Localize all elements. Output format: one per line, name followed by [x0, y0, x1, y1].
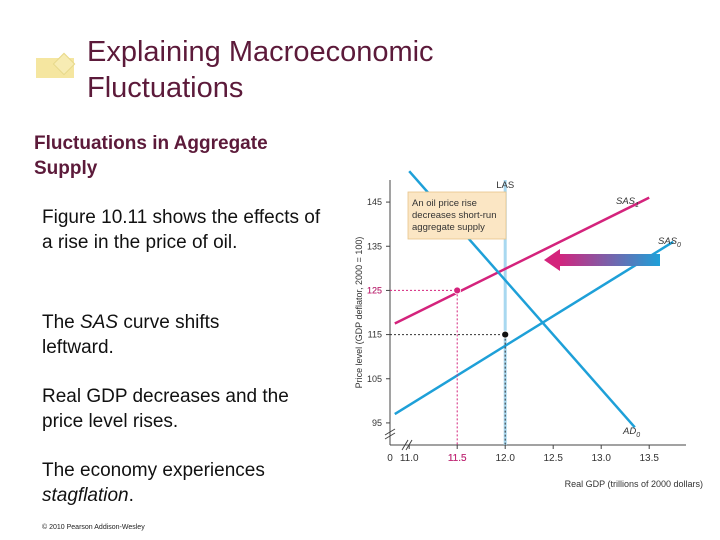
shift-arrow-shaft	[558, 254, 660, 266]
x-tick-label: 12.0	[495, 453, 515, 464]
paragraph-oil-price: Figure 10.11 shows the effects of a rise…	[42, 207, 321, 253]
slide-subtitle: Fluctuations in Aggregate Supply	[34, 131, 268, 181]
paragraph-sas-shift: The SAS curve shifts leftward.	[42, 310, 282, 360]
slide-title: Explaining Macroeconomic Fluctuations	[87, 34, 434, 106]
p4-pre: The economy experiences	[42, 460, 265, 481]
title-line-1: Explaining Macroeconomic	[87, 36, 434, 68]
x-axis-break-1	[401, 439, 409, 451]
p2-pre: The	[42, 312, 81, 333]
curve-sas0	[394, 240, 674, 416]
x-tick-label: 12.5	[543, 453, 563, 464]
p4-em: stagflation	[42, 485, 129, 506]
paragraph-stagflation: The economy experiences stagflation.	[42, 458, 332, 508]
paragraph-gdp-decrease: Real GDP decreases and the price level r…	[42, 386, 289, 432]
annotation-line: decreases short-run	[412, 210, 496, 221]
subtitle-line-1: Fluctuations in Aggregate	[34, 133, 268, 154]
y-tick-label: 95	[372, 418, 382, 428]
annotation-line: aggregate supply	[412, 222, 485, 233]
p4-post: .	[128, 485, 134, 506]
p2-em: SAS	[80, 312, 119, 333]
title-line-2: Fluctuations	[87, 72, 244, 104]
y-axis-label: Price level (GDP deflator, 2000 = 100)	[354, 237, 364, 389]
y-axis-break-1	[384, 428, 396, 436]
y-tick-label-highlight: 125	[367, 285, 382, 295]
x-axis-label: Real GDP (trillions of 2000 dollars)	[565, 479, 703, 489]
annotation-line: An oil price rise	[412, 198, 477, 209]
x-tick-label: 11.5	[448, 453, 467, 464]
y-tick-label: 135	[367, 241, 382, 251]
label-sas0: SAS0	[658, 236, 681, 249]
equilibrium-point-1	[501, 330, 510, 339]
p2-post: curve shifts leftward.	[42, 312, 220, 358]
aggregate-supply-chart: 95 105 115 125 135 145 0 11.0 11.5 12.0 12.5 13.0 13…	[354, 170, 703, 489]
copyright-notice: © 2010 Pearson Addison-Wesley	[42, 524, 145, 531]
x-tick-label: 11.0	[400, 453, 419, 464]
x-tick-label: 13.5	[639, 453, 659, 464]
shift-arrow-head	[544, 249, 560, 271]
label-sas1: SAS1	[616, 196, 639, 209]
x-tick-label: 0	[387, 453, 393, 464]
y-tick-label: 115	[368, 330, 382, 340]
x-tick-label-highlight: 11.5	[448, 453, 467, 464]
y-tick-label: 145	[367, 197, 382, 207]
x-tick-label: 13.0	[591, 453, 611, 464]
y-tick-label: 125	[367, 285, 382, 295]
subtitle-line-2: Supply	[34, 158, 98, 179]
label-las: LAS	[496, 180, 514, 191]
y-tick-label: 105	[367, 374, 382, 384]
y-axis-break-2	[384, 432, 396, 440]
annotation-box	[407, 191, 507, 240]
equilibrium-point-0	[453, 286, 462, 295]
curve-sas1	[394, 196, 650, 325]
label-ad0: AD0	[622, 426, 640, 439]
